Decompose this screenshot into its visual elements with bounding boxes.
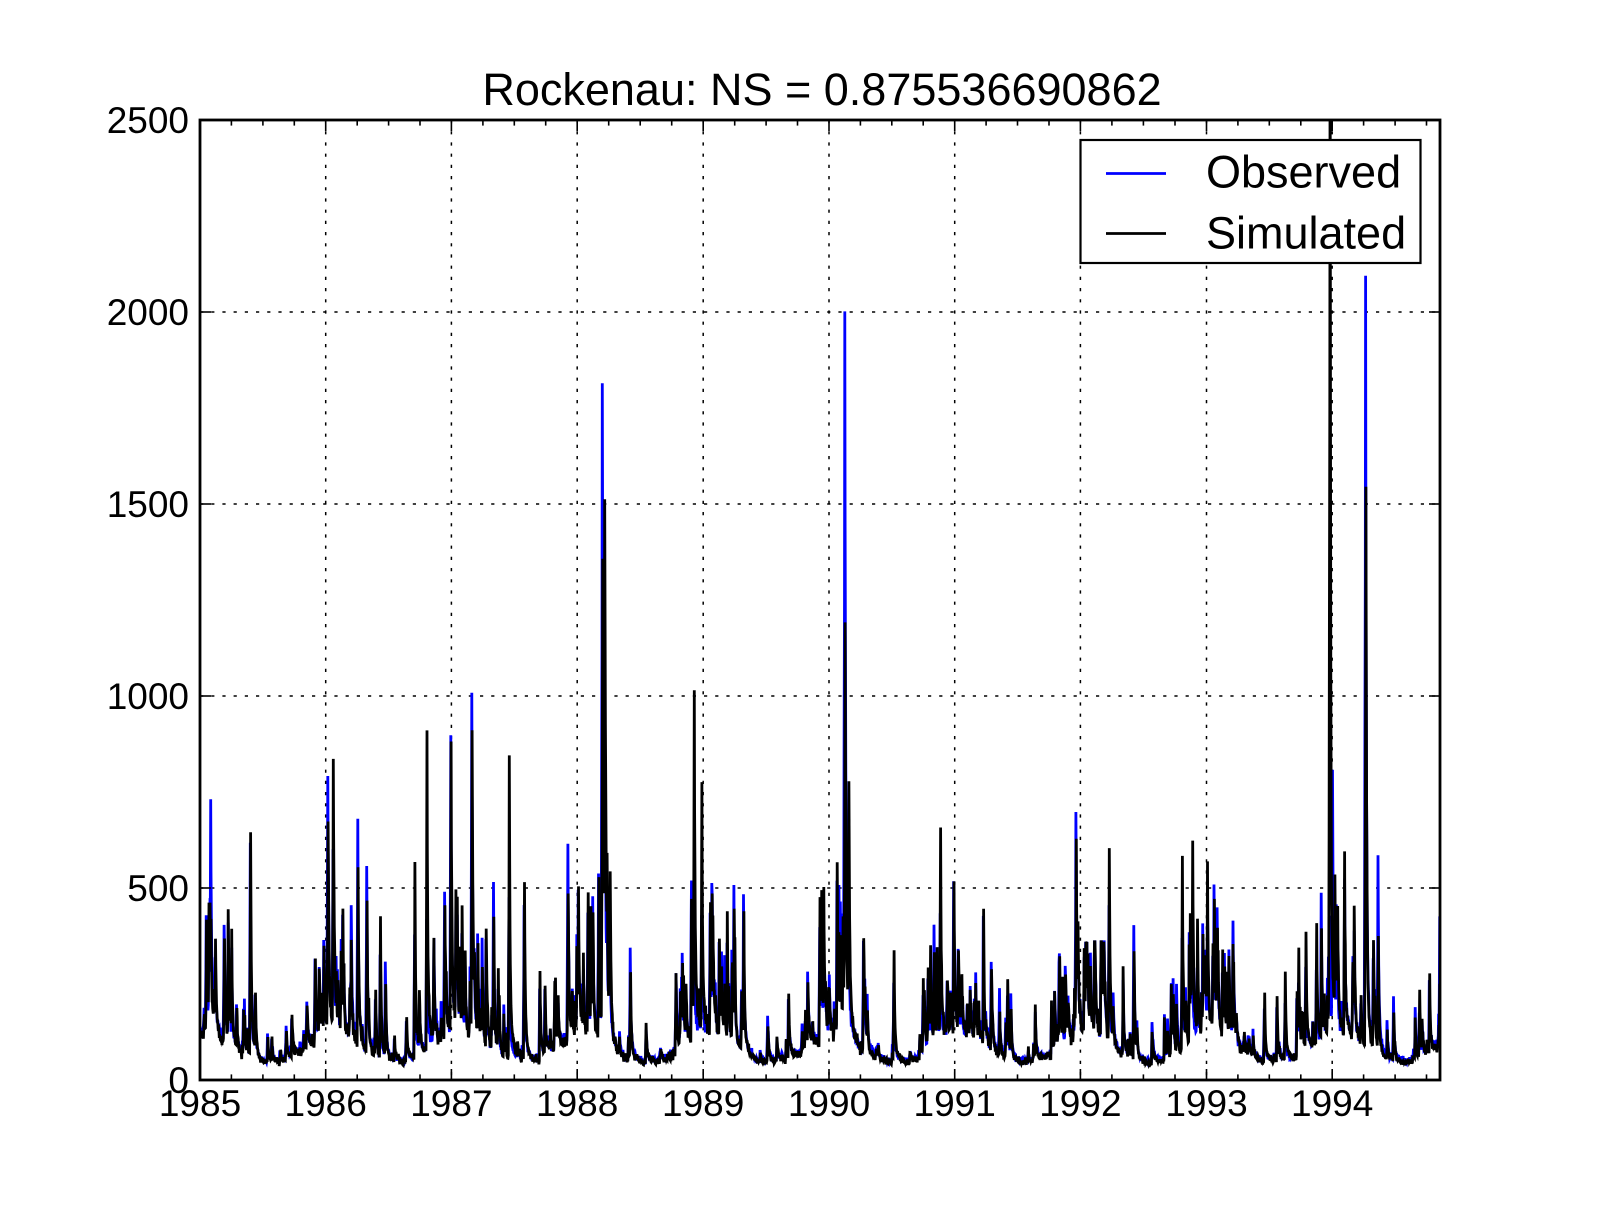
- svg-text:1992: 1992: [1039, 1083, 1121, 1124]
- svg-text:Rockenau: NS = 0.875536690862: Rockenau: NS = 0.875536690862: [482, 64, 1161, 115]
- svg-text:1994: 1994: [1291, 1083, 1373, 1124]
- svg-text:1985: 1985: [159, 1083, 241, 1124]
- svg-text:Observed: Observed: [1206, 147, 1401, 198]
- svg-text:1987: 1987: [410, 1083, 492, 1124]
- svg-text:Simulated: Simulated: [1206, 208, 1406, 259]
- svg-text:0: 0: [168, 1060, 189, 1101]
- svg-text:1500: 1500: [107, 484, 189, 525]
- svg-text:500: 500: [127, 868, 189, 909]
- svg-text:1989: 1989: [662, 1083, 744, 1124]
- svg-text:1993: 1993: [1165, 1083, 1247, 1124]
- svg-text:1991: 1991: [914, 1083, 996, 1124]
- svg-text:1988: 1988: [536, 1083, 618, 1124]
- svg-text:1986: 1986: [285, 1083, 367, 1124]
- svg-text:2000: 2000: [107, 292, 189, 333]
- svg-text:1990: 1990: [788, 1083, 870, 1124]
- svg-text:1000: 1000: [107, 676, 189, 717]
- svg-text:2500: 2500: [107, 100, 189, 141]
